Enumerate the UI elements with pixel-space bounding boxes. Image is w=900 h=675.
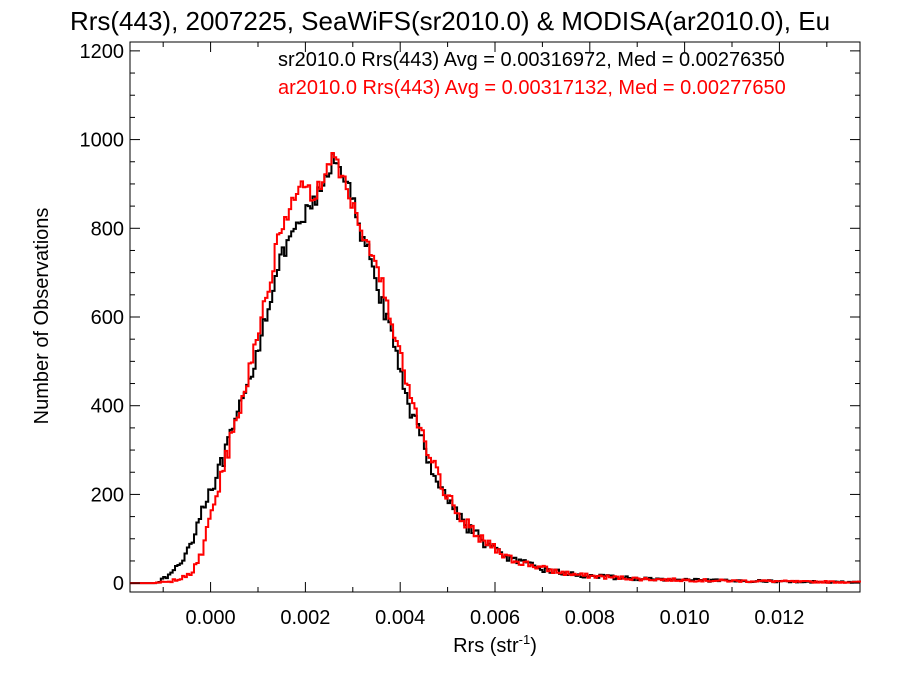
x-axis: 0.000 0.002 0.004 0.006 0.008 0.010 0.012 xyxy=(162,42,828,629)
x-axis-title-main: Rrs (str xyxy=(453,635,519,657)
y-tick-label: 600 xyxy=(91,307,124,329)
plot-frame xyxy=(129,41,861,593)
legend-entry-ar2010: ar2010.0 Rrs(443) Avg = 0.00317132, Med … xyxy=(278,77,786,99)
x-tick-label: 0.010 xyxy=(660,607,710,629)
y-tick-label: 0 xyxy=(113,573,124,595)
y-tick-label: 1000 xyxy=(80,130,125,152)
y-axis-title: Number of Observations xyxy=(31,208,53,425)
x-tick-label: 0.008 xyxy=(565,607,615,629)
plot-border xyxy=(129,41,861,593)
x-axis-title-superscript: -1 xyxy=(519,632,531,647)
y-tick-label: 400 xyxy=(91,396,124,418)
x-axis-title: Rrs (str-1) xyxy=(453,632,537,657)
x-tick-label: 0.000 xyxy=(186,607,236,629)
series-sr2010.0-line xyxy=(130,152,861,585)
x-tick-label: 0.012 xyxy=(754,607,804,629)
x-axis-title-close: ) xyxy=(530,635,537,657)
legend-entry-sr2010: sr2010.0 Rrs(443) Avg = 0.00316972, Med … xyxy=(278,49,785,71)
x-tick-label: 0.006 xyxy=(470,607,520,629)
y-tick-label: 800 xyxy=(91,218,124,240)
y-tick-label: 200 xyxy=(91,484,124,506)
x-tick-label: 0.002 xyxy=(280,607,330,629)
series-ar2010.0-line xyxy=(130,152,861,585)
series-layer xyxy=(130,152,861,585)
y-tick-label: 1200 xyxy=(80,41,125,63)
y-axis: 0 200 400 600 800 1000 1200 xyxy=(80,41,860,595)
x-tick-label: 0.004 xyxy=(375,607,425,629)
chart-title: Rrs(443), 2007225, SeaWiFS(sr2010.0) & M… xyxy=(70,6,830,36)
